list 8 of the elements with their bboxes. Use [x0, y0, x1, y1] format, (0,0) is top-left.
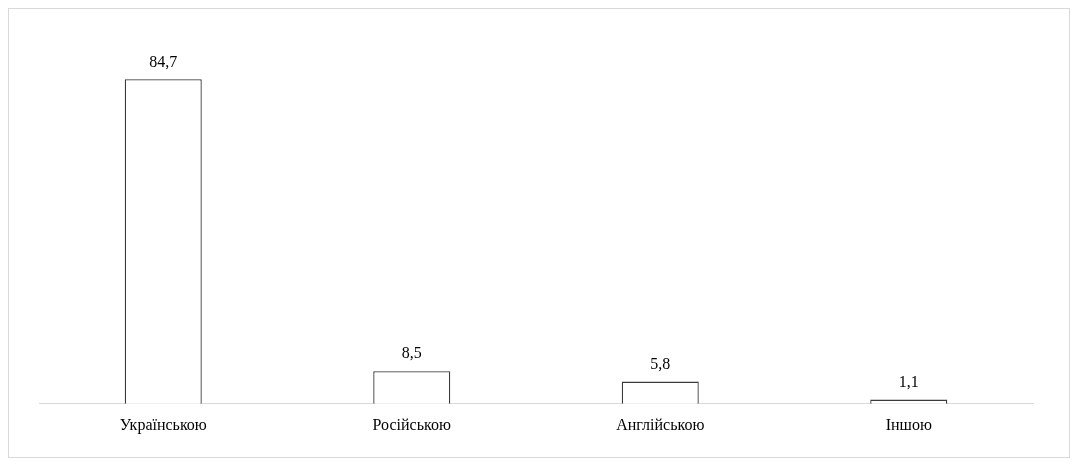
data-label: 84,7 — [149, 52, 178, 70]
x-tick-label: Російською — [372, 415, 451, 433]
data-label: 1,1 — [898, 372, 919, 390]
x-tick-label: Англійською — [616, 415, 705, 433]
data-label: 5,8 — [650, 354, 671, 372]
x-tick-label: Іншою — [885, 415, 932, 433]
data-label: 8,5 — [401, 344, 422, 362]
x-tick-label: Українською — [119, 415, 207, 434]
